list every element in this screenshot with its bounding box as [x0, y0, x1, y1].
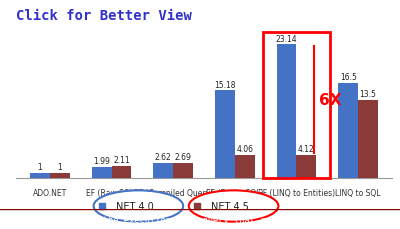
Bar — [277, 45, 296, 179]
Bar — [92, 167, 112, 179]
Bar — [30, 173, 50, 179]
Text: relative time spent in the execution of a query that retrieves an entity by its : relative time spent in the execution of … — [0, 215, 400, 224]
Bar — [296, 155, 316, 179]
Text: 6X: 6X — [319, 93, 341, 107]
Text: 2.62: 2.62 — [155, 153, 172, 162]
Text: .NET 4.0: .NET 4.0 — [113, 201, 154, 211]
Text: 1.99: 1.99 — [93, 156, 110, 165]
Bar — [358, 101, 378, 179]
Text: 13.5: 13.5 — [360, 90, 376, 99]
Text: 16.5: 16.5 — [340, 73, 357, 82]
Text: .NET 4.5: .NET 4.5 — [208, 201, 249, 211]
Bar — [173, 163, 193, 179]
Ellipse shape — [94, 191, 183, 222]
Text: 23.14: 23.14 — [276, 35, 298, 44]
Text: 4.06: 4.06 — [236, 144, 253, 153]
Text: 2.69: 2.69 — [175, 153, 192, 161]
Bar — [154, 164, 173, 179]
Text: 2.11: 2.11 — [113, 156, 130, 165]
Text: 1: 1 — [38, 162, 42, 171]
Bar — [338, 83, 358, 179]
Bar — [50, 173, 70, 179]
Bar — [235, 155, 254, 179]
Text: Click for Better View: Click for Better View — [16, 9, 192, 23]
Text: 1: 1 — [57, 162, 62, 171]
Bar — [215, 91, 235, 179]
Bar — [112, 166, 131, 179]
Bar — [263, 33, 330, 179]
Text: 4.12: 4.12 — [298, 144, 315, 153]
Text: 15.18: 15.18 — [214, 80, 236, 89]
Ellipse shape — [189, 191, 278, 222]
